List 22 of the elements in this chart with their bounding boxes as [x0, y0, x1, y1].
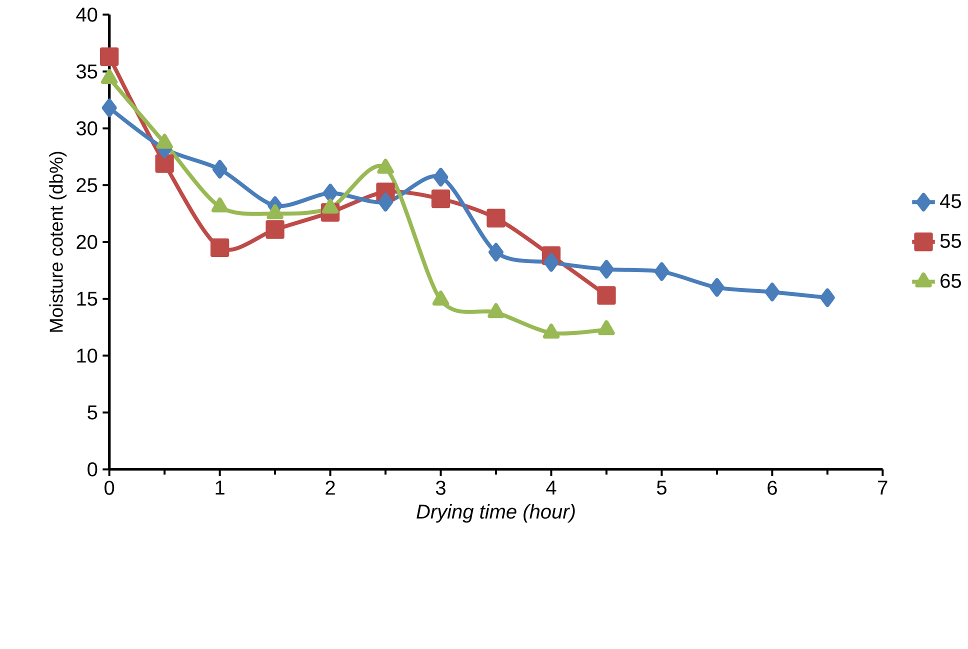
x-tick-label: 0 [104, 480, 114, 495]
legend-label: 65 [940, 274, 961, 288]
y-tick-label: 35 [76, 64, 98, 78]
y-tick-label: 20 [76, 234, 98, 249]
x-tick-label: 5 [656, 480, 666, 494]
y-tick-label: 0 [88, 462, 98, 476]
y-tick-label: 5 [88, 405, 98, 420]
legend-label: 55 [940, 234, 961, 248]
y-tick-label: 10 [77, 348, 98, 363]
y-tick-label: 40 [76, 7, 98, 22]
y-axis-title: Moisture cotent (db%) [49, 152, 67, 332]
x-axis-title: Drying time (hour) [416, 504, 575, 522]
y-tick-label: 30 [76, 121, 98, 136]
x-tick-label: 7 [878, 480, 888, 494]
legend-label: 45 [940, 194, 961, 208]
x-tick-label: 2 [326, 480, 335, 495]
x-tick-label: 3 [436, 480, 446, 495]
x-tick-label: 6 [768, 480, 777, 495]
x-tick-label: 1 [216, 480, 224, 494]
y-tick-label: 25 [76, 178, 98, 192]
x-tick-label: 4 [546, 480, 556, 494]
y-tick-label: 15 [77, 292, 98, 306]
